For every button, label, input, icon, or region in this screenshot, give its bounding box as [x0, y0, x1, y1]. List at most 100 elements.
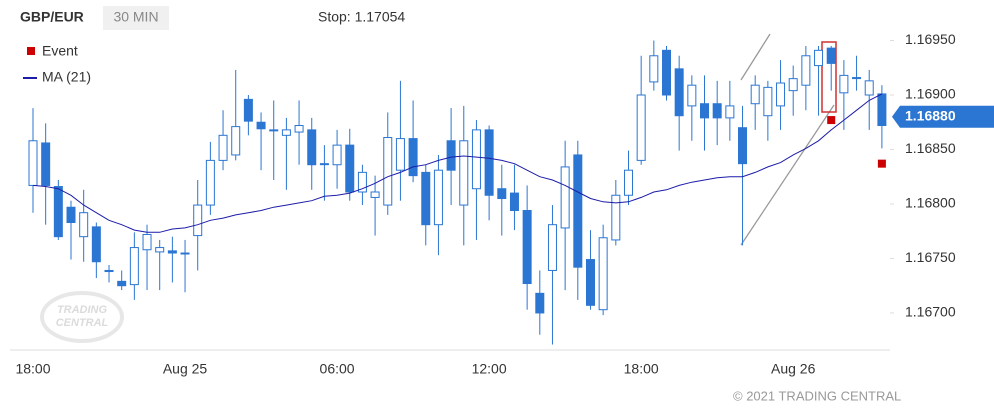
candle-body — [357, 171, 367, 193]
candle-body — [53, 186, 63, 238]
candle-body — [852, 77, 862, 80]
candle-body — [535, 292, 545, 314]
legend-label: MA (21) — [42, 69, 91, 85]
chart-title: GBP/EUR — [20, 9, 84, 25]
candle-body — [623, 169, 633, 196]
candle-body — [814, 49, 824, 67]
candle-body — [484, 129, 494, 196]
candle-body — [801, 55, 811, 86]
candle-body — [129, 247, 139, 286]
y-tick-label: 1.16900 — [905, 86, 956, 102]
candle-body — [826, 47, 836, 64]
candle-body — [155, 247, 165, 253]
candle-body — [281, 129, 291, 136]
candle-body — [611, 194, 621, 241]
candle-body — [864, 80, 874, 96]
pattern-line — [740, 104, 835, 246]
x-tick-label: Aug 25 — [163, 361, 208, 377]
x-tick-label: Aug 26 — [771, 361, 816, 377]
candle-body — [79, 212, 89, 238]
candle-body — [763, 86, 773, 117]
legend-marker — [27, 47, 35, 55]
x-tick-label: 18:00 — [624, 361, 659, 377]
timeframe: 30 MIN — [113, 9, 158, 25]
candle-body — [573, 154, 583, 268]
legend-label: Event — [42, 43, 78, 59]
footer: © 2021 TRADING CENTRAL — [733, 388, 901, 403]
candle-body — [167, 250, 177, 254]
event-marker — [877, 159, 886, 168]
candle-body — [180, 252, 190, 255]
candle-body — [877, 93, 887, 127]
watermark-text: CENTRAL — [56, 317, 109, 329]
candle-body — [294, 125, 304, 133]
candle-body — [560, 166, 570, 229]
x-tick-label: 12:00 — [472, 361, 507, 377]
last-price-box — [892, 105, 994, 128]
candle-body — [662, 49, 671, 96]
ma-line — [32, 93, 883, 233]
candle-body — [497, 188, 507, 200]
candle-body — [687, 84, 697, 107]
last-price-label: 1.16880 — [905, 107, 956, 123]
candle-body — [674, 68, 684, 117]
candle-body — [433, 169, 443, 226]
stop-annotation: Stop: 1.17054 — [318, 9, 405, 25]
watermark-ring — [40, 291, 124, 343]
candle-body — [383, 137, 393, 206]
candle-body — [243, 98, 253, 122]
candle-body — [370, 191, 380, 198]
candle-body — [522, 210, 532, 285]
candle-body — [738, 127, 748, 165]
candle-body — [649, 55, 659, 83]
candle-body — [117, 280, 127, 287]
y-tick-label: 1.16800 — [905, 195, 956, 211]
candle-body — [459, 140, 469, 206]
candle-body — [446, 140, 456, 171]
candle-body — [307, 129, 317, 166]
candle-body — [712, 103, 722, 119]
y-tick-label: 1.16700 — [905, 304, 956, 320]
candle-body — [193, 204, 203, 237]
watermark: TRADING CENTRAL — [40, 291, 124, 343]
candle-body — [408, 138, 418, 177]
candle-body — [585, 259, 595, 306]
candle-body — [776, 82, 786, 107]
candle-body — [839, 74, 849, 94]
candle-body — [509, 192, 519, 212]
candle-body — [104, 269, 114, 273]
candle-body — [395, 138, 405, 171]
candle-body — [345, 144, 355, 193]
watermark-text: TRADING — [57, 304, 108, 316]
candle-body — [421, 171, 431, 226]
candle-body — [256, 121, 266, 130]
candle-body — [205, 159, 215, 206]
y-tick-label: 1.16950 — [905, 31, 956, 47]
candle-body — [231, 126, 241, 156]
legend: Event MA (21) — [23, 43, 91, 85]
event-marker — [827, 116, 836, 125]
candle-body — [725, 105, 735, 119]
candle-body — [269, 129, 279, 132]
highlight-box — [821, 41, 837, 113]
candle-body — [41, 142, 51, 186]
candle-body — [750, 84, 760, 105]
candle-body — [332, 144, 342, 166]
x-tick-label: 06:00 — [320, 361, 355, 377]
y-tick-label: 1.16750 — [905, 249, 956, 265]
candle-body — [471, 129, 481, 190]
candle-body — [700, 103, 710, 119]
candle-body — [66, 206, 76, 224]
candle-body — [91, 226, 101, 263]
y-tick-label: 1.16850 — [905, 140, 956, 156]
candle-body — [28, 140, 38, 186]
pattern-line — [740, 33, 771, 81]
candle-body — [636, 94, 646, 161]
candle-body — [218, 134, 228, 161]
timeframe-box — [103, 6, 169, 30]
candle-body — [319, 163, 329, 166]
candle-body — [598, 237, 608, 311]
candle-body — [547, 224, 557, 271]
candle-body — [788, 78, 798, 92]
